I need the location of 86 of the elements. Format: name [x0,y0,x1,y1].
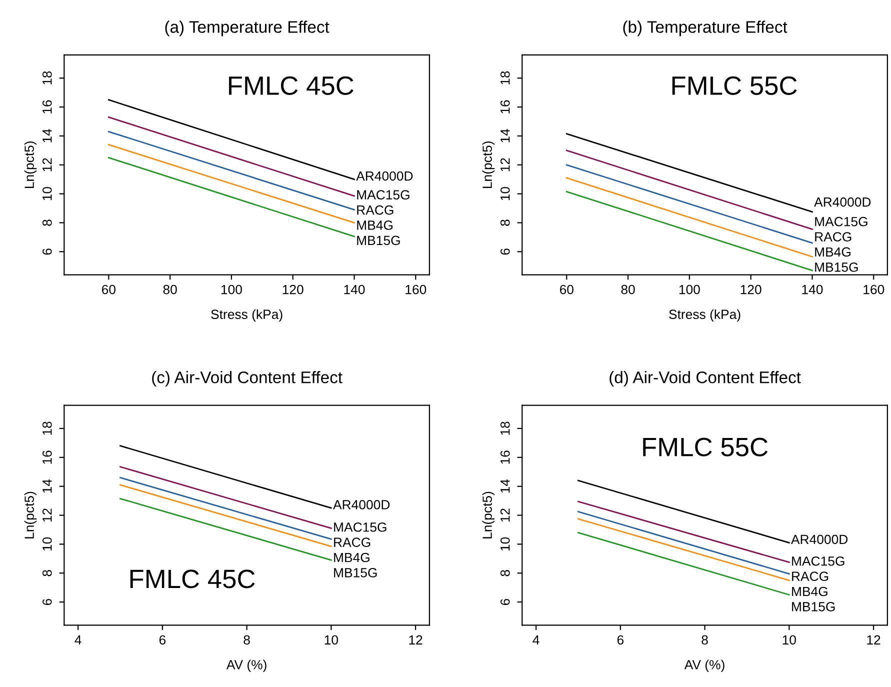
series-label: RACG [357,205,394,215]
y-axis-title: Ln(pct5) [482,141,495,188]
series-label: MB15G [334,568,377,578]
x-tick-label: 120 [282,284,304,294]
y-tick-label: 8 [500,570,510,576]
series-label: MAC15G [815,216,868,226]
y-tick-label: 10 [500,186,510,200]
x-tick-label: 60 [560,284,574,294]
y-tick-label: 18 [42,422,52,435]
y-tick-label: 10 [500,537,510,551]
series-label: MB15G [357,236,400,246]
y-axis-title: Ln(pct5) [24,141,37,188]
x-tick-label: 4 [532,635,540,644]
series-label: MB4G [792,586,828,596]
y-tick-label: 6 [42,248,52,255]
x-tick-label: 80 [163,284,177,294]
x-axis-title: Stress (kPa) [211,309,282,322]
y-tick-label: 6 [42,598,52,606]
series-label: MB4G [357,220,392,230]
y-tick-label: 6 [500,248,510,255]
y-tick-label: 18 [42,71,52,84]
annotation: FMLC 55C [643,438,768,456]
series-label: AR4000D [356,171,413,181]
series-label: MAC15G [357,190,410,200]
x-tick-label: 60 [102,284,116,294]
x-tick-label: 100 [221,284,242,294]
y-tick-label: 18 [500,422,510,435]
y-tick-label: 8 [42,220,52,226]
x-tick-label: 120 [740,284,762,294]
y-tick-label: 8 [500,220,510,226]
y-tick-label: 16 [42,100,52,114]
x-tick-label: 80 [621,284,635,294]
series-label: RACG [815,232,852,242]
x-tick-label: 8 [244,635,250,645]
series-label: AR4000D [333,500,390,510]
y-tick-label: 12 [42,158,52,172]
x-tick-label: 6 [159,635,166,645]
y-tick-label: 12 [42,508,52,522]
y-tick-label: 12 [500,158,510,172]
series-label: AR4000D [814,197,871,207]
chart-title: (a) Temperature Effect [165,20,330,36]
annotation: FMLC 55C [672,76,797,96]
x-axis-title: AV (%) [226,660,266,672]
series-label: MAC15G [792,556,844,566]
y-tick-label: 8 [42,570,52,576]
chart-title: (c) Air-Void Content Effect [152,371,342,387]
x-tick-label: 4 [74,635,82,644]
x-tick-label: 12 [867,635,880,644]
y-tick-label: 6 [500,598,510,606]
x-tick-label: 160 [864,284,884,294]
y-tick-label: 14 [42,479,52,493]
x-tick-label: 160 [406,284,426,294]
y-tick-label: 14 [42,129,52,142]
chart-title: (b) Temperature Effect [623,20,788,36]
y-tick-label: 16 [42,450,52,464]
annotation: FMLC 45C [130,570,255,588]
series-label: MB15G [815,262,858,272]
y-tick-label: 16 [500,100,510,114]
series-label: MB15G [792,602,835,612]
x-tick-label: 10 [782,635,796,645]
chart-title: (d) Air-Void Content Effect [610,371,801,387]
x-tick-label: 8 [702,635,708,645]
series-label: RACG [334,538,370,547]
x-tick-label: 6 [617,635,624,645]
y-tick-label: 16 [500,450,510,464]
series-label: AR4000D [791,534,848,544]
x-tick-label: 12 [409,635,422,644]
x-tick-label: 140 [344,284,365,294]
y-tick-label: 18 [500,71,510,84]
x-axis-title: Stress (kPa) [669,309,740,322]
y-tick-label: 10 [42,186,52,200]
series-label: MB4G [815,247,850,257]
y-tick-label: 10 [42,537,52,551]
x-axis-title: AV (%) [684,660,724,672]
y-tick-label: 14 [500,479,510,493]
y-tick-label: 12 [500,508,510,522]
y-axis-title: Ln(pct5) [24,492,37,538]
x-tick-label: 100 [679,284,700,294]
series-label: MB4G [334,552,370,562]
annotation: FMLC 45C [229,76,354,96]
x-tick-label: 140 [802,284,823,294]
y-axis-title: Ln(pct5) [482,492,495,538]
series-label: MAC15G [334,522,386,532]
x-tick-label: 10 [324,635,338,645]
y-tick-label: 14 [500,129,510,142]
series-label: RACG [792,572,828,581]
